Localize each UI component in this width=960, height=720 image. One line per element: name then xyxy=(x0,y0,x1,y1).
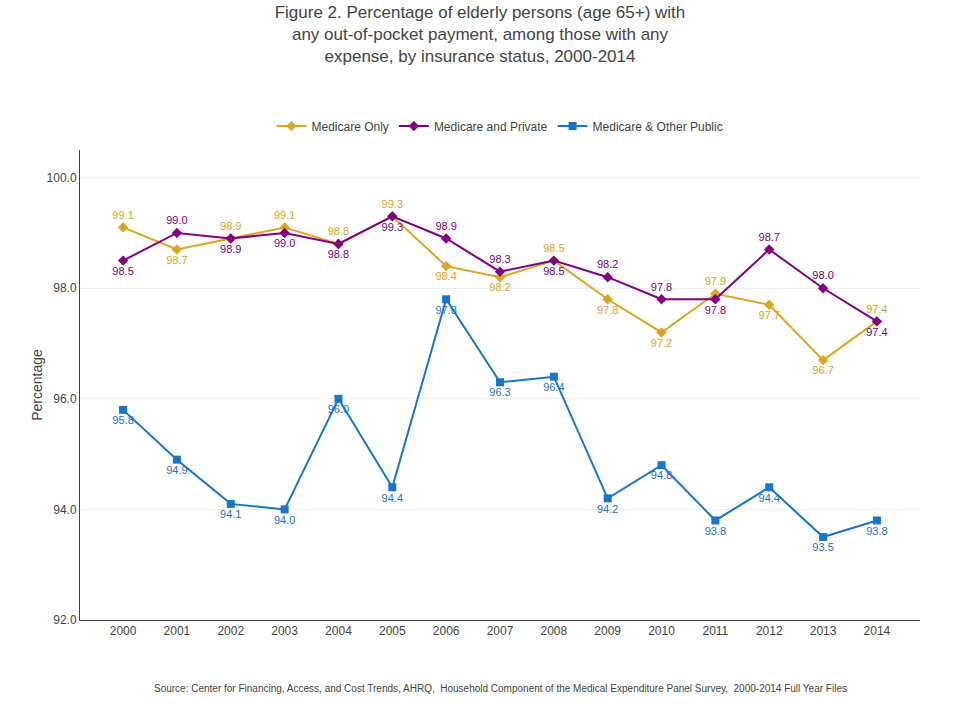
svg-text:99.3: 99.3 xyxy=(382,221,403,233)
svg-text:98.3: 98.3 xyxy=(489,253,510,265)
svg-text:94.8: 94.8 xyxy=(651,469,672,481)
svg-text:96.3: 96.3 xyxy=(489,386,510,398)
svg-text:93.8: 93.8 xyxy=(705,525,726,537)
svg-text:2001: 2001 xyxy=(164,624,191,638)
svg-text:94.1: 94.1 xyxy=(220,508,241,520)
svg-text:Percentage: Percentage xyxy=(29,349,45,421)
svg-text:97.4: 97.4 xyxy=(866,303,887,315)
svg-text:96.4: 96.4 xyxy=(543,381,564,393)
svg-text:2014: 2014 xyxy=(864,624,891,638)
svg-text:98.8: 98.8 xyxy=(328,225,349,237)
svg-text:Source: Center for Financing,: Source: Center for Financing, Access, an… xyxy=(154,683,847,694)
svg-text:98.9: 98.9 xyxy=(220,220,241,232)
svg-text:2002: 2002 xyxy=(217,624,244,638)
svg-text:94.2: 94.2 xyxy=(597,503,618,515)
svg-text:2008: 2008 xyxy=(540,624,567,638)
svg-text:92.0: 92.0 xyxy=(53,613,77,627)
svg-text:97.8: 97.8 xyxy=(705,304,726,316)
svg-text:97.9: 97.9 xyxy=(705,275,726,287)
svg-text:94.9: 94.9 xyxy=(166,464,187,476)
svg-text:99.1: 99.1 xyxy=(112,209,133,221)
svg-text:2006: 2006 xyxy=(433,624,460,638)
svg-text:Figure 2. Percentage of elderl: Figure 2. Percentage of elderly persons … xyxy=(275,3,686,66)
svg-text:97.2: 97.2 xyxy=(651,337,672,349)
svg-text:2003: 2003 xyxy=(271,624,298,638)
svg-text:2010: 2010 xyxy=(648,624,675,638)
svg-text:97.7: 97.7 xyxy=(759,309,780,321)
svg-text:100.0: 100.0 xyxy=(47,171,77,185)
svg-text:98.5: 98.5 xyxy=(543,242,564,254)
svg-text:98.5: 98.5 xyxy=(112,265,133,277)
svg-text:98.7: 98.7 xyxy=(166,254,187,266)
svg-text:2000: 2000 xyxy=(110,624,137,638)
svg-text:98.5: 98.5 xyxy=(543,265,564,277)
svg-text:96.0: 96.0 xyxy=(53,392,77,406)
svg-text:93.5: 93.5 xyxy=(812,541,833,553)
svg-text:98.9: 98.9 xyxy=(435,220,456,232)
svg-text:94.4: 94.4 xyxy=(759,492,780,504)
svg-text:2011: 2011 xyxy=(702,624,728,638)
svg-text:96.7: 96.7 xyxy=(812,364,833,376)
svg-text:97.4: 97.4 xyxy=(866,326,887,338)
svg-text:93.8: 93.8 xyxy=(866,525,887,537)
svg-text:98.2: 98.2 xyxy=(597,258,618,270)
svg-text:94.0: 94.0 xyxy=(53,503,77,517)
svg-text:2004: 2004 xyxy=(325,624,352,638)
svg-text:98.7: 98.7 xyxy=(759,231,780,243)
svg-text:97.8: 97.8 xyxy=(597,304,618,316)
svg-text:Medicare and Private: Medicare and Private xyxy=(434,120,548,134)
svg-text:97.8: 97.8 xyxy=(651,281,672,293)
svg-text:98.4: 98.4 xyxy=(435,270,456,282)
svg-text:95.8: 95.8 xyxy=(112,414,133,426)
svg-text:2012: 2012 xyxy=(756,624,783,638)
svg-text:98.2: 98.2 xyxy=(489,281,510,293)
svg-text:98.9: 98.9 xyxy=(220,243,241,255)
svg-text:2005: 2005 xyxy=(379,624,406,638)
svg-text:99.0: 99.0 xyxy=(166,214,187,226)
svg-text:Medicare & Other Public: Medicare & Other Public xyxy=(593,120,723,134)
svg-text:2007: 2007 xyxy=(487,624,514,638)
svg-text:98.0: 98.0 xyxy=(812,269,833,281)
svg-text:98.8: 98.8 xyxy=(328,248,349,260)
svg-text:96.0: 96.0 xyxy=(328,403,349,415)
svg-text:Medicare Only: Medicare Only xyxy=(312,120,389,134)
svg-text:99.0: 99.0 xyxy=(274,237,295,249)
svg-text:97.8: 97.8 xyxy=(435,304,456,316)
svg-text:2013: 2013 xyxy=(810,624,837,638)
svg-text:94.0: 94.0 xyxy=(274,514,295,526)
svg-text:98.0: 98.0 xyxy=(53,281,77,295)
svg-text:94.4: 94.4 xyxy=(382,492,403,504)
svg-text:2009: 2009 xyxy=(594,624,621,638)
svg-text:99.1: 99.1 xyxy=(274,209,295,221)
svg-text:99.3: 99.3 xyxy=(382,198,403,210)
